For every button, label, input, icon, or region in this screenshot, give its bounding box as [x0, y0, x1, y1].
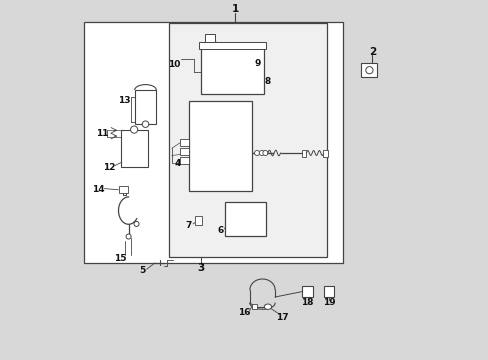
- Circle shape: [263, 150, 267, 156]
- Bar: [251, 304, 257, 309]
- Text: 17: 17: [275, 313, 288, 322]
- Circle shape: [142, 121, 148, 127]
- Bar: [323, 286, 334, 297]
- Text: 10: 10: [168, 60, 180, 69]
- Circle shape: [126, 234, 131, 239]
- Bar: [118, 186, 127, 193]
- Text: 16: 16: [238, 308, 250, 317]
- Bar: [134, 90, 156, 124]
- Circle shape: [130, 126, 138, 133]
- Bar: [224, 202, 265, 236]
- Bar: [180, 148, 188, 155]
- Bar: [204, 34, 215, 42]
- Bar: [302, 286, 312, 297]
- Text: 13: 13: [118, 96, 130, 105]
- Bar: [361, 63, 376, 77]
- Text: 9: 9: [254, 59, 261, 68]
- Bar: [302, 150, 306, 157]
- Bar: [322, 150, 328, 157]
- Bar: [84, 22, 343, 263]
- Bar: [201, 47, 264, 94]
- Circle shape: [254, 150, 259, 156]
- Bar: [195, 216, 201, 225]
- Text: 1: 1: [231, 4, 239, 14]
- Bar: [199, 42, 265, 49]
- Text: 7: 7: [185, 220, 191, 230]
- Bar: [180, 157, 188, 164]
- Circle shape: [365, 67, 372, 74]
- Text: 8: 8: [264, 77, 270, 86]
- Ellipse shape: [264, 304, 271, 310]
- Circle shape: [134, 221, 139, 226]
- Bar: [180, 139, 188, 146]
- Text: 2: 2: [368, 47, 375, 57]
- Text: 11: 11: [96, 129, 108, 138]
- Text: 19: 19: [322, 298, 335, 307]
- Text: 4: 4: [174, 159, 181, 168]
- Text: 3: 3: [197, 263, 204, 273]
- Text: 5: 5: [139, 266, 145, 275]
- Bar: [121, 130, 147, 167]
- Bar: [188, 101, 251, 191]
- Text: 14: 14: [92, 185, 105, 194]
- Text: 18: 18: [301, 298, 313, 307]
- Bar: [168, 23, 326, 257]
- Text: 6: 6: [218, 226, 224, 235]
- Circle shape: [259, 150, 264, 156]
- Text: 12: 12: [103, 163, 116, 172]
- Text: 15: 15: [114, 253, 126, 263]
